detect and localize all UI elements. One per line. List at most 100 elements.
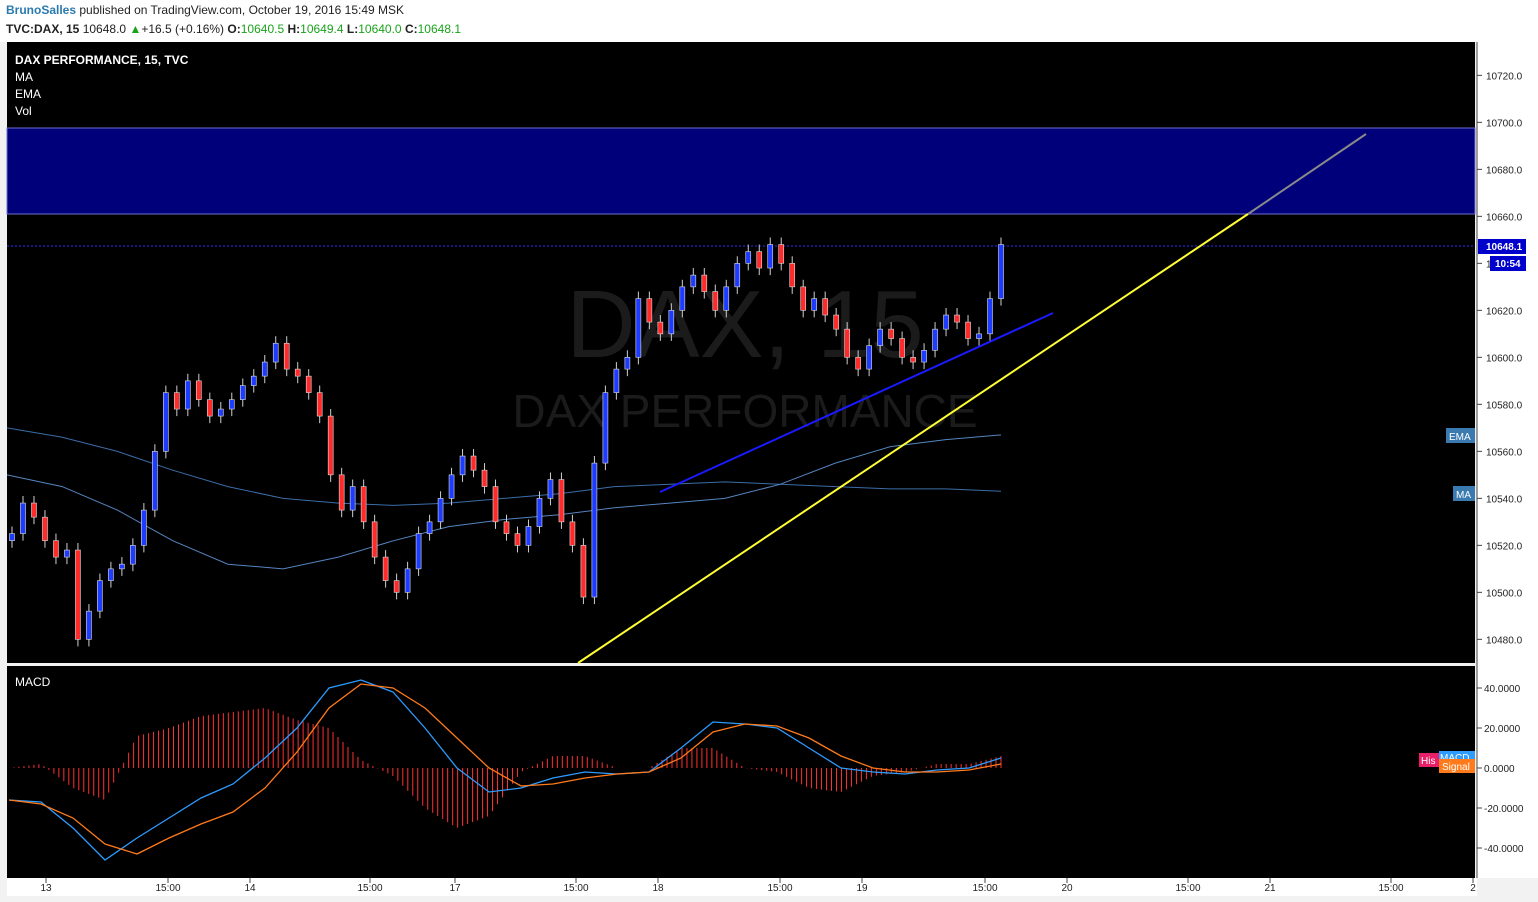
candle-body[interactable] bbox=[987, 298, 993, 335]
candle-body[interactable] bbox=[316, 392, 323, 417]
candle-body[interactable] bbox=[261, 361, 268, 377]
candle-body[interactable] bbox=[53, 540, 59, 558]
short-trendline[interactable] bbox=[659, 312, 1054, 493]
candle-body[interactable] bbox=[822, 298, 828, 316]
candle-body[interactable] bbox=[745, 251, 752, 264]
candle-body[interactable] bbox=[954, 314, 960, 323]
candle-body[interactable] bbox=[591, 462, 598, 598]
candle-body[interactable] bbox=[701, 274, 708, 292]
candle-body[interactable] bbox=[580, 545, 587, 598]
macd-panel[interactable] bbox=[7, 666, 1475, 878]
candle-body[interactable] bbox=[415, 533, 422, 570]
candle-body[interactable] bbox=[163, 392, 169, 452]
candle-body[interactable] bbox=[382, 556, 389, 581]
candle-body[interactable] bbox=[536, 498, 543, 527]
candle-body[interactable] bbox=[635, 298, 642, 358]
candle-body[interactable] bbox=[602, 392, 609, 464]
candle-body[interactable] bbox=[723, 286, 730, 311]
candle-body[interactable] bbox=[42, 516, 48, 541]
candle-body[interactable] bbox=[778, 244, 785, 264]
candle-body[interactable] bbox=[844, 328, 850, 358]
legend-ma[interactable]: MA bbox=[15, 70, 33, 84]
author-link[interactable]: BrunoSalles bbox=[6, 3, 77, 17]
support-trendline[interactable] bbox=[577, 213, 1249, 664]
candle-body[interactable] bbox=[371, 521, 378, 558]
candle-body[interactable] bbox=[932, 328, 938, 351]
candles-group[interactable] bbox=[9, 237, 1004, 647]
candle-body[interactable] bbox=[283, 342, 290, 370]
chart-svg[interactable]: DAX, 15 DAX PERFORMANCE DAX PERFORMANCE,… bbox=[0, 42, 1538, 902]
candle-body[interactable] bbox=[217, 408, 224, 417]
candle-body[interactable] bbox=[338, 474, 345, 511]
candle-body[interactable] bbox=[503, 521, 510, 534]
candle-body[interactable] bbox=[174, 392, 180, 410]
candle-body[interactable] bbox=[404, 568, 411, 593]
candle-body[interactable] bbox=[305, 375, 312, 393]
candle-body[interactable] bbox=[360, 486, 367, 523]
candle-body[interactable] bbox=[514, 533, 521, 546]
trendline-extension[interactable] bbox=[1247, 133, 1367, 215]
candle-body[interactable] bbox=[349, 486, 356, 511]
candle-body[interactable] bbox=[910, 357, 916, 363]
candle-body[interactable] bbox=[998, 244, 1004, 299]
candle-body[interactable] bbox=[789, 263, 796, 288]
time-axis[interactable] bbox=[7, 878, 1477, 896]
candle-body[interactable] bbox=[624, 357, 631, 370]
candle-body[interactable] bbox=[239, 385, 246, 400]
candle-body[interactable] bbox=[569, 521, 576, 546]
candle-body[interactable] bbox=[976, 333, 982, 339]
candle-body[interactable] bbox=[470, 455, 477, 471]
candle-body[interactable] bbox=[855, 357, 861, 370]
candle-body[interactable] bbox=[437, 498, 444, 523]
candle-body[interactable] bbox=[668, 310, 675, 335]
candle-body[interactable] bbox=[712, 291, 719, 311]
candle-body[interactable] bbox=[20, 502, 26, 534]
candle-body[interactable] bbox=[141, 509, 147, 546]
candle-body[interactable] bbox=[833, 314, 839, 330]
candle-body[interactable] bbox=[250, 375, 257, 386]
candle-body[interactable] bbox=[130, 545, 136, 565]
candle-body[interactable] bbox=[877, 328, 883, 346]
candle-body[interactable] bbox=[185, 380, 191, 410]
candle-body[interactable] bbox=[921, 349, 927, 363]
ema-line[interactable] bbox=[6, 434, 1002, 570]
candle-body[interactable] bbox=[767, 244, 774, 269]
candle-body[interactable] bbox=[294, 368, 301, 377]
candle-body[interactable] bbox=[657, 321, 664, 335]
ma-line[interactable] bbox=[6, 427, 1002, 506]
macd-line[interactable] bbox=[8, 679, 1002, 861]
candle-body[interactable] bbox=[196, 380, 202, 400]
legend-ema[interactable]: EMA bbox=[15, 87, 41, 101]
candle-body[interactable] bbox=[64, 549, 70, 558]
candle-body[interactable] bbox=[459, 455, 466, 476]
candle-body[interactable] bbox=[426, 521, 433, 534]
candle-body[interactable] bbox=[899, 338, 905, 358]
candle-body[interactable] bbox=[525, 526, 532, 546]
candle-body[interactable] bbox=[965, 321, 971, 339]
signal-line[interactable] bbox=[8, 683, 1002, 855]
candle-body[interactable] bbox=[272, 342, 279, 363]
candle-body[interactable] bbox=[97, 580, 103, 612]
candle-body[interactable] bbox=[756, 251, 763, 269]
candle-body[interactable] bbox=[31, 502, 37, 518]
candle-body[interactable] bbox=[811, 298, 817, 311]
macd-histogram[interactable] bbox=[9, 708, 1002, 828]
candle-body[interactable] bbox=[690, 274, 697, 288]
candle-body[interactable] bbox=[492, 486, 499, 523]
candle-body[interactable] bbox=[108, 568, 114, 581]
legend-vol[interactable]: Vol bbox=[15, 104, 32, 118]
candle-body[interactable] bbox=[481, 469, 488, 487]
resistance-zone[interactable] bbox=[6, 127, 1476, 215]
candle-body[interactable] bbox=[888, 328, 894, 339]
candle-body[interactable] bbox=[327, 415, 334, 476]
candle-body[interactable] bbox=[866, 345, 872, 370]
candle-body[interactable] bbox=[152, 451, 158, 511]
candle-body[interactable] bbox=[86, 610, 92, 640]
candle-body[interactable] bbox=[613, 368, 620, 393]
candle-body[interactable] bbox=[800, 286, 807, 311]
candle-body[interactable] bbox=[943, 314, 949, 330]
candle-body[interactable] bbox=[734, 263, 741, 288]
candle-body[interactable] bbox=[558, 479, 565, 523]
candle-body[interactable] bbox=[228, 399, 235, 410]
candle-body[interactable] bbox=[646, 298, 653, 323]
